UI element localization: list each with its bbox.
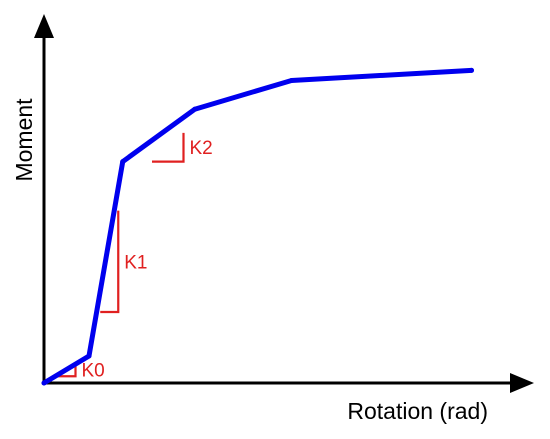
data-point [192,106,198,112]
stiffness-triangle-k2 [152,132,185,163]
stiffness-label-k2: K2 [190,138,213,159]
y-axis-arrow [34,14,54,38]
y-axis-label: Moment [11,98,37,182]
stiffness-label-k0: K0 [82,360,105,381]
data-point [41,380,47,386]
data-point [86,353,92,359]
stiffness-triangle-k0 [53,362,77,378]
x-axis-arrow [510,373,534,393]
series-line-0 [41,67,474,386]
x-axis-label: Rotation (rad) [347,398,488,424]
data-point [469,67,474,73]
stiffness-triangle-k1 [100,210,120,314]
series-layer [41,67,474,386]
stiffness-label-k1: K1 [124,252,147,273]
stiffness-markers: K0 K1 K2 [53,132,213,381]
data-point [120,159,126,165]
data-point [289,77,294,83]
axes [34,14,534,393]
